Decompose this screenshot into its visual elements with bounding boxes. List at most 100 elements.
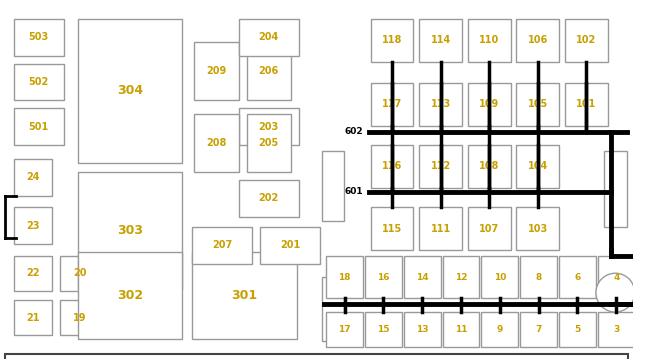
Text: 501: 501 [29, 122, 49, 132]
Text: 209: 209 [206, 66, 226, 76]
Bar [481, 312, 518, 347]
Bar [371, 83, 413, 126]
Text: 101: 101 [576, 99, 597, 109]
Text: 10: 10 [494, 273, 506, 282]
Bar [326, 256, 363, 298]
Text: 303: 303 [117, 224, 143, 237]
Bar [419, 19, 462, 62]
Bar [467, 19, 511, 62]
Bar [467, 83, 511, 126]
Bar [516, 207, 559, 250]
Bar [14, 64, 64, 100]
Text: 20: 20 [73, 268, 86, 278]
Text: 503: 503 [29, 32, 49, 42]
Text: 106: 106 [527, 35, 548, 45]
Text: 117: 117 [382, 99, 402, 109]
Bar [192, 252, 297, 339]
Bar [194, 114, 239, 172]
Bar [565, 19, 608, 62]
Text: 11: 11 [454, 325, 467, 334]
Bar [60, 256, 99, 291]
Text: 301: 301 [231, 289, 258, 302]
Bar [14, 19, 64, 56]
Text: 207: 207 [212, 240, 232, 250]
Bar [481, 256, 518, 298]
Circle shape [596, 273, 635, 312]
Text: 205: 205 [259, 138, 279, 148]
Text: 8: 8 [535, 273, 542, 282]
Text: 6: 6 [574, 273, 580, 282]
Bar [14, 207, 52, 244]
Bar [326, 312, 363, 347]
Bar [419, 83, 462, 126]
Text: 115: 115 [382, 223, 402, 234]
Bar [246, 42, 291, 100]
Bar [467, 145, 511, 188]
Text: 109: 109 [479, 99, 499, 109]
Text: 7: 7 [535, 325, 542, 334]
Bar [604, 151, 627, 227]
Text: 105: 105 [527, 99, 548, 109]
Text: 111: 111 [430, 223, 451, 234]
Text: 118: 118 [382, 35, 402, 45]
Bar [78, 19, 183, 163]
Bar [559, 312, 596, 347]
Text: 3: 3 [613, 325, 619, 334]
Bar [371, 19, 413, 62]
Bar [365, 312, 402, 347]
Bar [194, 42, 239, 100]
Bar [516, 83, 559, 126]
Text: 21: 21 [26, 313, 40, 323]
Text: 13: 13 [416, 325, 428, 334]
Text: 302: 302 [117, 289, 143, 302]
Bar [239, 108, 299, 145]
Text: 113: 113 [430, 99, 451, 109]
Text: 208: 208 [206, 138, 227, 148]
Bar [467, 207, 511, 250]
Bar [516, 19, 559, 62]
Bar [598, 312, 635, 347]
Text: 202: 202 [259, 194, 279, 203]
Bar [419, 207, 462, 250]
Text: 116: 116 [382, 162, 402, 171]
Text: 23: 23 [26, 221, 40, 231]
Bar [565, 83, 608, 126]
Bar [14, 108, 64, 145]
Text: 114: 114 [430, 35, 451, 45]
Text: 14: 14 [416, 273, 428, 282]
Bar [78, 252, 183, 339]
Text: 19: 19 [73, 313, 86, 323]
Text: 107: 107 [479, 223, 499, 234]
Text: 17: 17 [338, 325, 351, 334]
Bar [260, 227, 320, 264]
Bar [443, 312, 479, 347]
Bar [371, 145, 413, 188]
Text: 602: 602 [344, 127, 363, 136]
Text: 15: 15 [377, 325, 390, 334]
Bar [516, 145, 559, 188]
Bar [60, 300, 99, 335]
Text: 103: 103 [527, 223, 548, 234]
Text: 102: 102 [576, 35, 597, 45]
Bar [371, 207, 413, 250]
Bar [404, 312, 441, 347]
Text: 110: 110 [479, 35, 499, 45]
Text: 16: 16 [377, 273, 390, 282]
Bar [14, 300, 52, 335]
Text: 24: 24 [26, 172, 40, 182]
Bar [78, 172, 183, 289]
Bar [520, 256, 557, 298]
Text: 22: 22 [26, 268, 40, 278]
Bar [443, 256, 479, 298]
Bar [636, 312, 652, 347]
Text: 9: 9 [497, 325, 503, 334]
Bar [239, 19, 299, 56]
Bar [246, 114, 291, 172]
Bar [404, 256, 441, 298]
Bar [636, 256, 652, 298]
Bar [559, 256, 596, 298]
Bar [322, 277, 344, 341]
Text: 104: 104 [527, 162, 548, 171]
Text: 203: 203 [259, 122, 279, 132]
Text: 112: 112 [430, 162, 451, 171]
